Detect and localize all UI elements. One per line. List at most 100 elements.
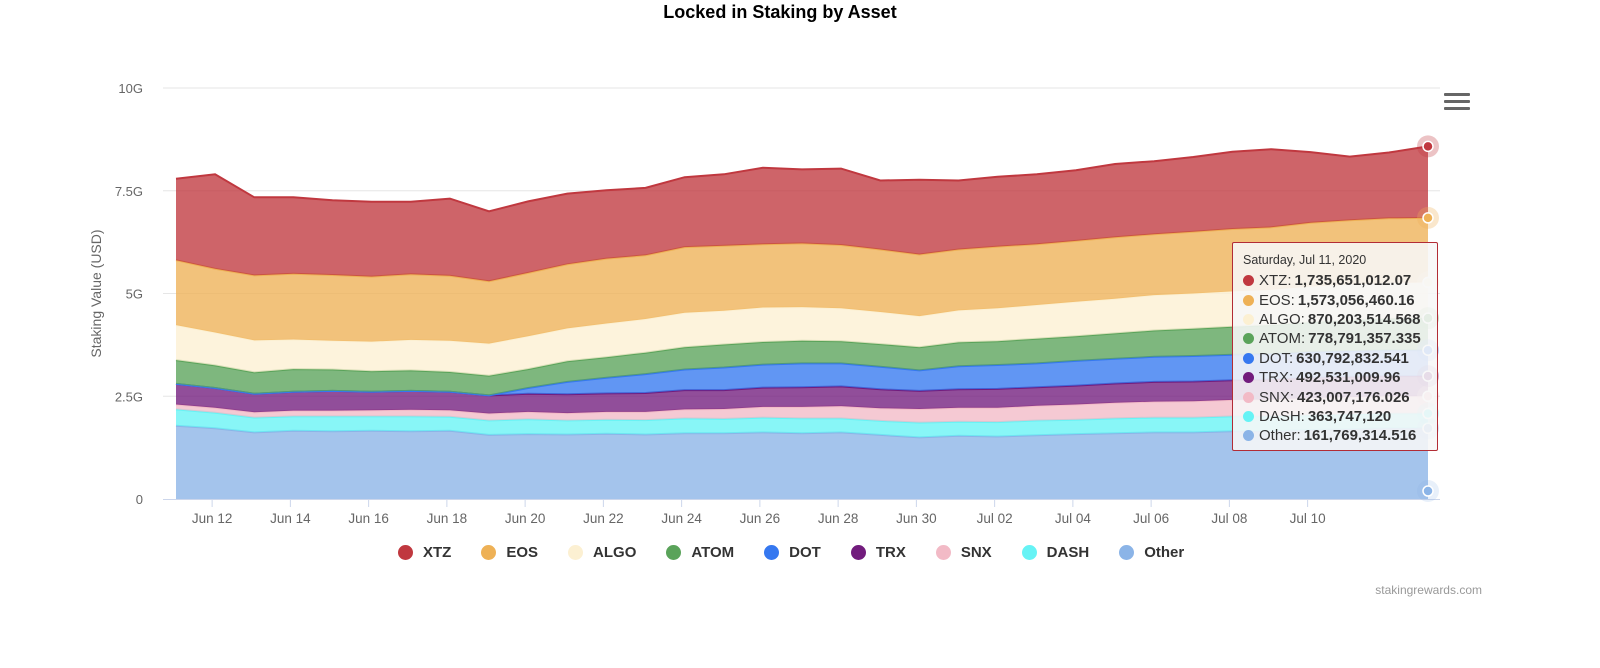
tooltip-series-value: 423,007,176.026	[1297, 388, 1410, 406]
legend-item-other[interactable]: Other	[1119, 544, 1184, 561]
legend-marker	[398, 545, 413, 560]
marker-xtz[interactable]	[1422, 140, 1434, 153]
legend-marker	[481, 545, 497, 560]
tooltip-series-value: 630,792,832.541	[1296, 349, 1409, 367]
legend-item-dash[interactable]: DASH	[1021, 544, 1089, 561]
tooltip-row-other: Other: 161,769,314.516	[1243, 426, 1427, 445]
x-tick-label: Jun 18	[427, 511, 468, 526]
x-tick-label: Jun 24	[661, 511, 702, 526]
chart-menu-icon[interactable]	[1444, 93, 1470, 113]
tooltip-row-dash: DASH: 363,747,120	[1243, 407, 1427, 426]
tooltip-marker	[1243, 410, 1254, 422]
legend-marker	[1119, 545, 1135, 560]
legend-marker	[1021, 545, 1037, 560]
chart-legend: XTZ EOS ALGO ATOM DOT TRX SNX DASH Other	[398, 544, 1214, 561]
tooltip-row-snx: SNX: 423,007,176.026	[1243, 387, 1427, 406]
x-tick-label: Jul 02	[977, 511, 1013, 526]
legend-label: XTZ	[423, 544, 452, 561]
chart-tooltip: Saturday, Jul 11, 2020 XTZ: 1,735,651,012…	[1232, 242, 1438, 451]
y-tick-label: 7.5G	[115, 184, 143, 199]
legend-item-dot[interactable]: DOT	[764, 544, 821, 561]
marker-eos[interactable]	[1422, 212, 1434, 224]
x-tick-label: Jul 10	[1290, 511, 1326, 526]
y-tick-label: 5G	[126, 287, 143, 302]
y-tick-label: 2.5G	[115, 389, 143, 404]
legend-label: ALGO	[593, 544, 637, 561]
x-tick-label: Jun 14	[270, 511, 311, 526]
tooltip-row-algo: ALGO: 870,203,514.568	[1243, 310, 1427, 329]
chart-title: Locked in Staking by Asset	[663, 2, 897, 22]
legend-label: EOS	[506, 544, 539, 561]
tooltip-marker	[1243, 294, 1254, 306]
line-xtz	[175, 145, 1429, 213]
legend-label: Other	[1144, 544, 1185, 561]
credit-link[interactable]: stakingrewards.com	[1375, 583, 1482, 597]
tooltip-series-name: EOS:	[1259, 291, 1295, 309]
legend-marker	[764, 545, 780, 560]
tooltip-series-value: 492,531,009.96	[1296, 369, 1401, 387]
x-tick-label: Jun 16	[348, 511, 389, 526]
area-dot[interactable]	[176, 350, 1428, 396]
tooltip-marker	[1243, 275, 1254, 287]
tooltip-marker	[1243, 430, 1254, 442]
tooltip-series-value: 870,203,514.568	[1307, 310, 1421, 328]
legend-marker	[850, 545, 866, 560]
x-tick-label: Jun 30	[896, 511, 937, 526]
legend-item-snx[interactable]: SNX	[935, 544, 992, 561]
area-xtz[interactable]	[176, 146, 1428, 282]
tooltip-series-value: 363,747,120	[1307, 407, 1392, 425]
x-tick-label: Jul 08	[1211, 511, 1247, 526]
y-axis-title: Staking Value (USD)	[88, 229, 104, 357]
y-tick-label: 10G	[118, 81, 143, 96]
legend-marker	[666, 545, 682, 560]
x-tick-label: Jun 28	[818, 511, 859, 526]
tooltip-row-trx: TRX: 492,531,009.96	[1243, 368, 1427, 387]
legend-item-algo[interactable]: ALGO	[568, 544, 636, 561]
stacked-areas	[175, 145, 1429, 499]
tooltip-series-name: XTZ:	[1259, 272, 1292, 290]
tooltip-series-name: DASH:	[1259, 407, 1305, 425]
tooltip-row-xtz: XTZ: 1,735,651,012.07	[1243, 271, 1427, 290]
legend-marker	[568, 545, 584, 560]
x-tick-label: Jun 20	[505, 511, 546, 526]
x-tick-label: Jun 26	[740, 511, 781, 526]
tooltip-series-name: ALGO:	[1259, 310, 1305, 328]
x-tick-label: Jul 04	[1055, 511, 1092, 526]
area-other[interactable]	[176, 425, 1428, 499]
legend-item-atom[interactable]: ATOM	[666, 544, 734, 561]
x-tick-label: Jun 22	[583, 511, 624, 526]
tooltip-series-name: ATOM:	[1259, 330, 1306, 348]
tooltip-series-value: 778,791,357.335	[1308, 330, 1421, 348]
marker-base[interactable]	[1422, 485, 1434, 497]
tooltip-series-value: 161,769,314.516	[1303, 427, 1417, 445]
tooltip-series-name: TRX:	[1259, 369, 1294, 387]
legend-item-xtz[interactable]: XTZ	[398, 544, 451, 561]
tooltip-series-name: SNX:	[1259, 388, 1295, 406]
axes: 0 2.5G 5G 7.5G 10G Staking Value (USD) Jun 12 J…	[88, 81, 1440, 526]
y-tick-label: 0	[136, 492, 143, 507]
area-algo[interactable]	[176, 282, 1428, 376]
legend-label: DOT	[789, 544, 821, 561]
legend-item-trx[interactable]: TRX	[850, 544, 906, 561]
legend-label: ATOM	[691, 544, 735, 561]
tooltip-series-name: Other:	[1259, 427, 1301, 445]
tooltip-date: Saturday, Jul 11, 2020	[1243, 253, 1367, 267]
tooltip-marker	[1243, 372, 1254, 384]
tooltip-series-value: 1,573,056,460.16	[1297, 291, 1415, 309]
tooltip-row-eos: EOS: 1,573,056,460.16	[1243, 290, 1427, 309]
legend-label: SNX	[960, 544, 992, 561]
legend-label: TRX	[875, 544, 906, 561]
tooltip-series-name: DOT:	[1259, 349, 1294, 367]
area-eos[interactable]	[176, 217, 1428, 344]
tooltip-row-dot: DOT: 630,792,832.541	[1243, 349, 1427, 368]
x-tick-label: Jul 06	[1133, 511, 1169, 526]
tooltip-marker	[1243, 352, 1254, 364]
x-tick-label: Jun 12	[192, 511, 233, 526]
tooltip-marker	[1243, 313, 1254, 325]
legend-item-eos[interactable]: EOS	[481, 544, 538, 561]
tooltip-marker	[1243, 333, 1254, 345]
area-dash[interactable]	[176, 409, 1428, 438]
area-trx[interactable]	[176, 376, 1428, 414]
legend-marker	[935, 545, 951, 560]
